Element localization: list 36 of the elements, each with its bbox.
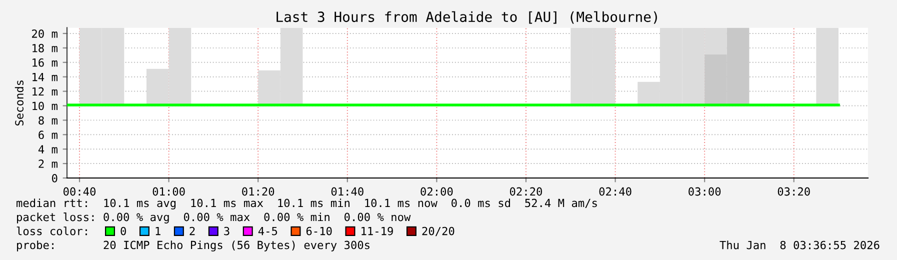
legend-label: 20/20	[422, 226, 454, 236]
y-tick-label: 18 m	[32, 44, 58, 52]
bar	[816, 28, 839, 106]
text: packet loss: 0.00 % avg 0.00 % max 0.00 % min 0.00 % now	[17, 212, 411, 224]
x-tick-label: 01:40	[331, 187, 364, 196]
x-tick-label: 00:40	[64, 187, 96, 196]
y-tick-label: 16 m	[32, 58, 58, 67]
legend-label: 4-5	[258, 226, 278, 236]
x-tick-label: 02:00	[420, 187, 453, 196]
y-tick-label: 14 m	[32, 72, 58, 82]
y-tick-label: 10 m	[32, 102, 58, 110]
y-tick-label: 20 m	[32, 29, 58, 38]
legend-label: 0	[120, 226, 126, 236]
x-tick-label: 03:20	[778, 187, 810, 196]
text: Thu Jan 8 03:36:55 2026	[720, 240, 880, 250]
x-tick-label: 03:00	[688, 187, 721, 196]
x-tick-label: 02:40	[599, 187, 632, 196]
legend-label: 6-10	[306, 226, 332, 236]
y-tick-label: 6 m	[38, 130, 58, 140]
x-tick-label: 01:00	[152, 187, 185, 196]
y-tick-label: 0	[52, 174, 58, 182]
x-tick-label: 01:20	[242, 187, 274, 196]
legend-label: 1	[156, 226, 160, 236]
y-tick-label: 8 m	[38, 116, 58, 125]
legend-label: 3	[224, 226, 230, 236]
x-tick-label: 02:20	[510, 187, 542, 196]
legend-title: loss color:	[16, 226, 87, 236]
text: probe: 20 ICMP Echo Pings (56 Bytes) every 300s	[17, 240, 370, 252]
y-tick-label: 12 m	[32, 87, 58, 96]
chart-title: Last 3 Hours from Adelaide to [AU] (Melbourne)	[276, 11, 657, 24]
y-tick-label: 4 m	[38, 145, 58, 154]
legend-label: 11-19	[362, 226, 393, 236]
legend-label: 2	[190, 226, 195, 236]
y-axis-title: Seconds	[14, 80, 24, 126]
y-tick-label: 2 m	[38, 160, 58, 168]
text: median rtt: 10.1 ms avg 10.1 ms max 10.1 ms min 10.1 ms now 0.0 ms sd 52.4 M am/s	[16, 198, 597, 210]
